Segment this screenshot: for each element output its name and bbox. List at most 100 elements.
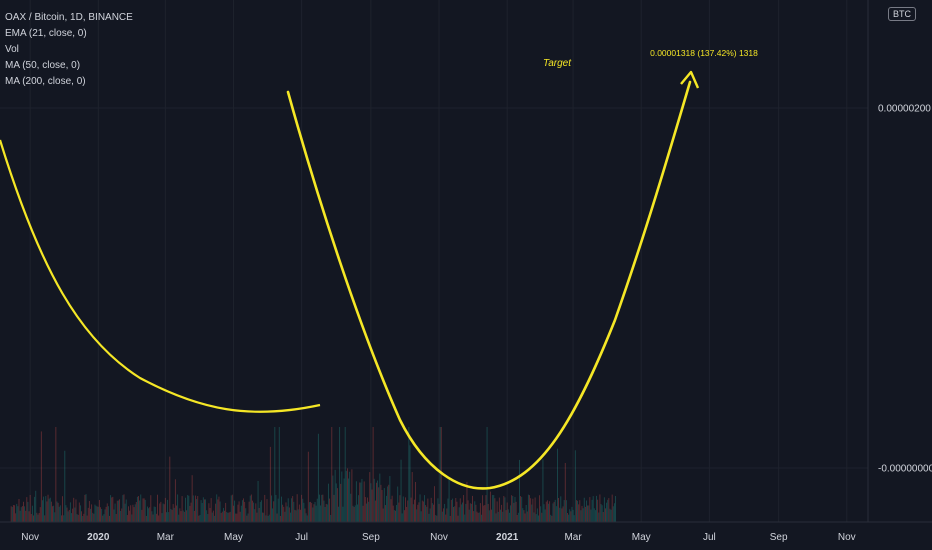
volume-bar — [321, 494, 323, 522]
volume-bar — [158, 515, 160, 522]
volume-bar — [395, 510, 396, 522]
volume-bar — [384, 505, 386, 522]
volume-bar — [377, 480, 379, 522]
volume-bar — [342, 506, 344, 522]
volume-bar — [258, 507, 260, 522]
volume-bar — [183, 511, 185, 522]
legend-ma50[interactable]: MA (50, close, 0) — [5, 60, 81, 71]
symbol-title[interactable]: OAX / Bitcoin, 1D, BINANCE — [5, 12, 133, 23]
volume-bar — [343, 478, 345, 522]
volume-bar — [60, 515, 62, 522]
volume-bar — [510, 505, 511, 522]
volume-bar — [164, 497, 166, 522]
volume-bar — [449, 515, 451, 522]
legend-ema[interactable]: EMA (21, close, 0) — [5, 28, 87, 39]
volume-bar — [556, 448, 558, 522]
volume-bar — [542, 459, 544, 522]
volume-bar — [84, 494, 86, 522]
volume-bar — [498, 497, 500, 522]
cup-drawing-line — [286, 80, 692, 490]
currency-badge[interactable]: BTC — [888, 7, 916, 21]
volume-bar — [109, 515, 110, 522]
volume-bar — [564, 462, 566, 522]
volume-bar — [229, 511, 231, 522]
volume-bar — [315, 505, 317, 522]
volume-bar — [168, 512, 170, 522]
volume-bar — [143, 498, 145, 522]
volume-bar — [349, 471, 351, 522]
volume-bar — [71, 513, 72, 522]
volume-bar — [355, 481, 357, 522]
volume-bar — [563, 500, 565, 522]
volume-bar — [369, 472, 371, 522]
volume-bar — [192, 495, 194, 522]
volume-bar — [550, 514, 552, 522]
volume-bar — [214, 515, 215, 522]
volume-bar — [247, 513, 249, 522]
volume-bar — [252, 500, 253, 522]
legend-ma200[interactable]: MA (200, close, 0) — [5, 76, 86, 87]
volume-bar — [236, 513, 238, 522]
volume-bar — [312, 507, 314, 522]
volume-bar — [591, 499, 593, 522]
volume-bar — [203, 499, 205, 522]
volume-bar — [286, 506, 288, 522]
volume-bar — [106, 503, 108, 522]
volume-bar — [396, 504, 398, 522]
volume-bar — [358, 495, 360, 522]
volume-bar — [431, 503, 433, 522]
volume-bar — [161, 513, 163, 522]
volume-bar — [447, 498, 449, 522]
volume-bar — [488, 510, 490, 522]
volume-bar — [478, 512, 480, 522]
volume-bar — [303, 502, 305, 522]
volume-bar — [130, 505, 132, 522]
volume-bar — [598, 512, 600, 522]
volume-bar — [360, 482, 362, 522]
volume-bar — [370, 483, 372, 522]
volume-bar — [534, 497, 536, 522]
volume-bar — [373, 478, 375, 522]
volume-bar — [608, 498, 610, 522]
x-tick-label: 2021 — [496, 532, 519, 543]
volume-bar — [47, 494, 49, 522]
volume-bar — [319, 494, 320, 522]
volume-bar — [184, 497, 186, 522]
target-label: Target — [543, 58, 572, 69]
volume-bar — [285, 502, 287, 522]
volume-bar — [474, 501, 476, 522]
volume-bar — [336, 488, 338, 522]
volume-bar — [338, 506, 339, 522]
volume-bar — [324, 506, 326, 522]
volume-bar — [567, 512, 568, 522]
volume-bar — [353, 507, 355, 522]
volume-bar — [497, 511, 499, 522]
volume-bar — [304, 508, 306, 522]
volume-bar — [65, 505, 67, 522]
volume-bar — [197, 496, 199, 522]
volume-bar — [345, 470, 347, 522]
volume-bar — [561, 508, 563, 522]
volume-bar — [150, 495, 152, 522]
volume-bar — [577, 500, 578, 522]
volume-bar — [485, 495, 487, 522]
volume-bar — [293, 501, 295, 522]
volume-bar — [294, 509, 296, 522]
volume-bar — [553, 501, 555, 522]
volume-bar — [107, 506, 109, 522]
volume-bar — [458, 507, 460, 522]
volume-bar — [35, 490, 37, 522]
volume-bar — [437, 498, 439, 522]
x-tick-label: Mar — [564, 532, 582, 543]
volume-bar — [45, 496, 47, 522]
volume-bar — [587, 505, 589, 522]
volume-bar — [524, 513, 526, 522]
volume-bar — [180, 511, 182, 522]
volume-bar — [560, 496, 562, 522]
legend-vol[interactable]: Vol — [5, 44, 19, 55]
volume-bar — [207, 513, 209, 522]
volume-bar — [444, 503, 446, 522]
volume-bar — [412, 504, 414, 522]
